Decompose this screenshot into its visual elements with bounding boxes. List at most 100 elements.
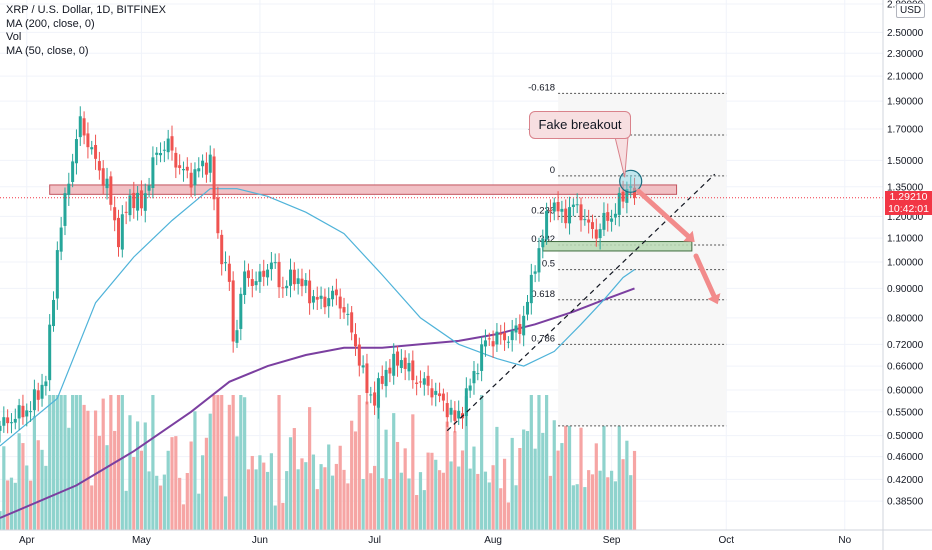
- candle-body: [201, 160, 205, 167]
- candle-body: [449, 407, 453, 415]
- candle-body: [235, 330, 239, 343]
- candle-body: [472, 371, 476, 384]
- volume-bar: [227, 404, 231, 530]
- ma50-legend[interactable]: MA (50, close, 0): [6, 44, 89, 57]
- candle-body: [457, 410, 461, 419]
- candle-body: [6, 417, 10, 424]
- price-tick-label: 0.50000: [887, 431, 924, 442]
- candle-body: [499, 333, 503, 335]
- candle-body: [82, 118, 86, 136]
- price-tick-label: 0.38500: [887, 497, 924, 508]
- volume-bar: [388, 478, 392, 530]
- currency-selector[interactable]: USD: [896, 3, 926, 18]
- candle-body: [21, 405, 25, 418]
- volume-bar: [151, 395, 155, 530]
- candle-body: [587, 219, 591, 223]
- volume-bar: [308, 407, 312, 530]
- fib-level-label: -0.618: [528, 82, 555, 93]
- candle-body: [418, 381, 422, 383]
- ma200-legend[interactable]: MA (200, close, 0): [6, 17, 95, 30]
- volume-bar: [136, 421, 140, 530]
- candle-body: [185, 166, 189, 171]
- candle-body: [208, 154, 212, 173]
- candle-body: [361, 365, 365, 368]
- candle-body: [285, 285, 289, 289]
- candle-body: [560, 208, 564, 212]
- projection-arrow-2-shaft: [693, 253, 717, 299]
- volume-bar: [441, 472, 446, 530]
- price-tick-label: 1.00000: [887, 257, 924, 268]
- volume-bar: [445, 421, 449, 530]
- candle-body: [445, 403, 449, 418]
- candle-body: [548, 210, 552, 212]
- volume-bar: [36, 440, 40, 530]
- volume-bar: [124, 490, 128, 530]
- volume-bar: [185, 473, 189, 530]
- volume-bar: [74, 395, 79, 530]
- volume-bar: [499, 488, 503, 530]
- candle-body: [254, 281, 258, 286]
- candle-body: [71, 161, 75, 182]
- candle-body: [155, 152, 159, 155]
- candle-body: [25, 410, 29, 417]
- candle-body: [334, 289, 338, 296]
- volume-bar: [426, 452, 430, 530]
- candle-body: [621, 191, 625, 202]
- volume-bar: [6, 480, 10, 530]
- volume-bar: [204, 437, 209, 530]
- volume-bar: [518, 448, 522, 530]
- volume-legend[interactable]: Vol: [6, 31, 22, 43]
- volume-bar: [197, 493, 201, 530]
- candle-body: [59, 227, 63, 252]
- fake-breakout-callout[interactable]: Fake breakout: [529, 111, 631, 139]
- candle-body: [159, 153, 163, 156]
- volume-bar: [93, 410, 98, 530]
- candle-body: [269, 262, 273, 270]
- time-tick-label: Jul: [368, 535, 381, 546]
- candle-body: [277, 261, 281, 288]
- volume-bar: [632, 450, 637, 530]
- volume-bar: [32, 415, 37, 530]
- volume-bar: [273, 505, 277, 530]
- candle-body: [63, 193, 67, 226]
- volume-bar: [483, 471, 488, 530]
- volume-bar: [380, 478, 384, 530]
- candle-body: [193, 169, 197, 186]
- candle-body: [216, 197, 220, 234]
- volume-bar: [330, 475, 335, 530]
- candle-body: [338, 296, 342, 309]
- candle-body: [396, 351, 400, 366]
- volume-bar: [430, 452, 434, 530]
- candle-body: [231, 280, 235, 342]
- candle-body: [281, 287, 285, 289]
- candle-body: [292, 269, 296, 285]
- candle-body: [464, 388, 468, 416]
- fib-level-label: 0.786: [531, 333, 555, 344]
- volume-bar: [254, 469, 258, 530]
- volume-bar: [621, 459, 625, 530]
- volume-bar: [613, 481, 618, 530]
- volume-bar: [480, 395, 484, 530]
- candle-body: [319, 295, 323, 299]
- volume-bar: [334, 463, 338, 530]
- candle-body: [204, 162, 208, 175]
- candle-body: [109, 176, 113, 205]
- volume-bar: [602, 417, 606, 530]
- volume-bar: [437, 470, 442, 530]
- resistance-zone: [49, 184, 678, 195]
- volume-bar: [522, 429, 526, 530]
- volume-bar: [105, 445, 109, 530]
- volume-bar: [457, 466, 461, 530]
- candle-body: [392, 353, 396, 376]
- volume-bar: [460, 450, 465, 530]
- volume-bar: [590, 474, 595, 530]
- candle-body: [625, 189, 629, 203]
- volume-bar: [407, 478, 411, 530]
- volume-bar: [113, 430, 117, 530]
- time-tick-label: May: [132, 535, 151, 546]
- volume-bar: [120, 395, 124, 530]
- price-tick-label: 0.80000: [887, 313, 924, 324]
- candle-body: [422, 378, 426, 385]
- candle-body: [426, 375, 430, 386]
